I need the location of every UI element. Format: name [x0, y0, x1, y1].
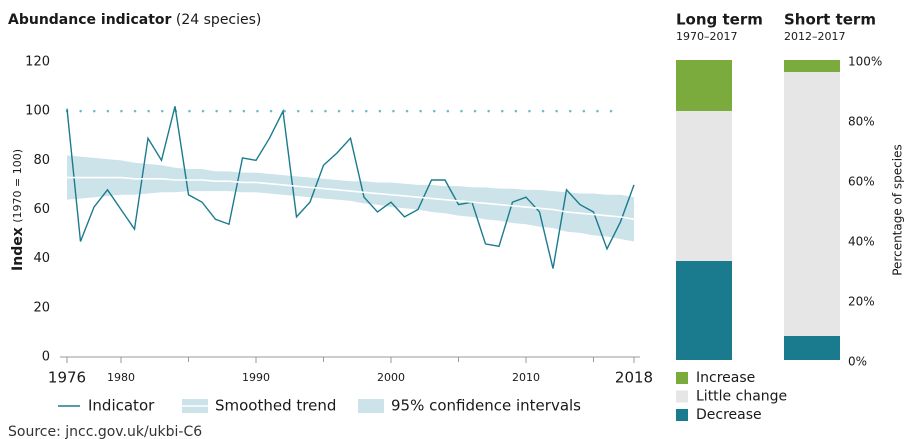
y-tick-label: 60 — [33, 202, 50, 217]
bar-subheader: 1970–2017 — [676, 30, 738, 43]
y-tick-label: 0 — [42, 350, 50, 365]
y-tick-label: 40 — [33, 251, 50, 266]
y-tick-label: 120 — [25, 55, 50, 70]
x-tick-label: 2018 — [615, 369, 653, 387]
legend-label: Smoothed trend — [215, 397, 336, 415]
legend-label: Increase — [696, 370, 755, 386]
y2-tick-label: 100% — [848, 55, 882, 69]
bar-segment — [676, 111, 732, 261]
y-label-main: Index — [10, 227, 26, 271]
y-label-note: (1970 = 100) — [11, 149, 24, 223]
confidence-band — [67, 155, 634, 242]
x-tick-label: 1980 — [107, 371, 135, 384]
y-tick-label: 100 — [25, 104, 50, 119]
bar-segment — [676, 60, 732, 111]
y2-tick-label: 80% — [848, 115, 875, 129]
chart-title: Abundance indicator (24 species) — [8, 12, 261, 28]
legend-label: Decrease — [696, 407, 762, 423]
y-tick-label: 20 — [33, 300, 50, 315]
y2-axis-label: Percentage of species — [891, 144, 905, 276]
legend-swatch — [358, 399, 384, 413]
indicator-line — [66, 106, 635, 269]
x-tick-label: 2000 — [377, 371, 405, 384]
y-tick-label: 80 — [33, 153, 50, 168]
title-note: (24 species) — [176, 12, 261, 28]
legend-swatch — [676, 372, 688, 384]
bar-header: Long term — [676, 11, 763, 29]
bar-segment — [784, 60, 840, 72]
x-tick-label: 2010 — [512, 371, 540, 384]
bar-segment — [784, 336, 840, 360]
y-axis-label: Index (1970 = 100) — [10, 149, 26, 271]
legend-swatch — [676, 409, 688, 421]
bar-segment — [784, 72, 840, 336]
title-main: Abundance indicator — [8, 12, 172, 28]
x-tick-label: 1990 — [242, 371, 270, 384]
y2-tick-label: 40% — [848, 235, 875, 249]
bar-subheader: 2012–2017 — [784, 30, 846, 43]
source: Source: jncc.gov.uk/ukbi-C6 — [8, 424, 202, 439]
legend-label: Little change — [696, 389, 787, 405]
trend-line — [67, 176, 635, 221]
bar-header: Short term — [784, 11, 876, 29]
x-tick-label: 1976 — [48, 369, 86, 387]
y2-tick-label: 60% — [848, 175, 875, 189]
legend-label: Indicator — [88, 397, 155, 415]
y2-tick-label: 20% — [848, 295, 875, 309]
bar-segment — [676, 261, 732, 360]
legend-label: 95% confidence intervals — [391, 397, 581, 415]
y2-tick-label: 0% — [848, 355, 867, 369]
legend-swatch — [676, 390, 688, 403]
